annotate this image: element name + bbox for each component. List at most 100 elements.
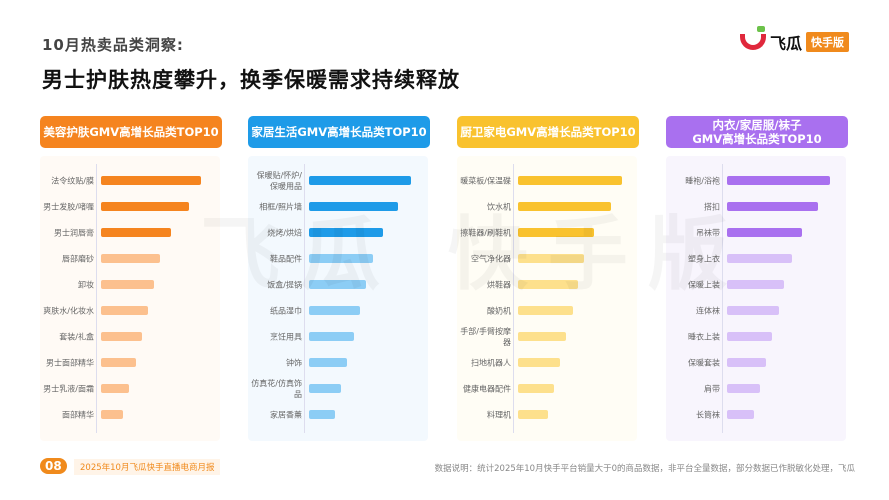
category-label: 料理机 bbox=[487, 410, 511, 420]
chart-title: 家居生活GMV高增长品类TOP10 bbox=[248, 116, 430, 148]
bar bbox=[727, 176, 830, 185]
category-label: 饭盒/提锅 bbox=[267, 280, 302, 290]
bar-row: 仿真花/仿真饰品 bbox=[248, 376, 428, 402]
category-label: 面部精华 bbox=[62, 410, 94, 420]
bar-row: 塑身上衣 bbox=[666, 246, 846, 272]
data-note: 数据说明：统计2025年10月快手平台销量大于0的商品数据，非平台全量数据，部分… bbox=[434, 464, 855, 474]
bar-row: 法令纹贴/膜 bbox=[40, 168, 220, 194]
bar-row: 鞋品配件 bbox=[248, 246, 428, 272]
chart-panel: 厨卫家电GMV高增长品类TOP10 暖菜板/保温碟 饮水机擦鞋器/刷鞋机空气净化器烘… bbox=[457, 116, 639, 441]
bar-row: 男士发胶/啫喱 bbox=[40, 194, 220, 220]
chart-card: 睡袍/浴袍 搭扣 吊袜带 塑身上衣 保暖上装 连体袜 睡衣上装 保暖套装 肩带 长筒袜 bbox=[666, 156, 846, 441]
bar bbox=[518, 254, 584, 263]
category-label: 搭扣 bbox=[704, 202, 720, 212]
bar bbox=[101, 410, 123, 419]
category-label: 男士润唇膏 bbox=[54, 228, 94, 238]
chart-card: 保暖贴/怀炉/保暖用品 相框/照片墙 烧烤/烘焙 鞋品配件 饭盒/提锅 纸品湿巾 烹饪用具钟… bbox=[248, 156, 428, 441]
axis-line bbox=[513, 164, 514, 433]
bar bbox=[518, 228, 594, 237]
category-label: 扫地机器人 bbox=[471, 358, 511, 368]
logo: 飞瓜 快手版 bbox=[740, 26, 850, 54]
bar bbox=[518, 176, 622, 185]
category-label: 空气净化器 bbox=[471, 254, 511, 264]
bar-row: 空气净化器 bbox=[457, 246, 637, 272]
bar-row: 爽肤水/化妆水 bbox=[40, 298, 220, 324]
chart-panel: 家居生活GMV高增长品类TOP10 保暖贴/怀炉/保暖用品 相框/照片墙 烧烤/烘焙鞋… bbox=[248, 116, 430, 441]
bar-row: 家居香薰 bbox=[248, 402, 428, 428]
bar bbox=[518, 280, 578, 289]
bar bbox=[309, 410, 335, 419]
category-label: 酸奶机 bbox=[487, 306, 511, 316]
category-label: 肩带 bbox=[704, 384, 720, 394]
bar-row: 手部/手臂按摩器 bbox=[457, 324, 637, 350]
bar bbox=[518, 202, 611, 211]
bar bbox=[309, 306, 360, 315]
bar bbox=[727, 306, 779, 315]
category-label: 睡衣上装 bbox=[688, 332, 720, 342]
bar-row: 饭盒/提锅 bbox=[248, 272, 428, 298]
bar-row: 男士乳液/面霜 bbox=[40, 376, 220, 402]
bar bbox=[727, 202, 818, 211]
category-label: 吊袜带 bbox=[696, 228, 720, 238]
bar bbox=[309, 176, 411, 185]
bar bbox=[727, 384, 760, 393]
category-label: 纸品湿巾 bbox=[270, 306, 302, 316]
category-label: 家居香薰 bbox=[270, 410, 302, 420]
bar-row: 饮水机 bbox=[457, 194, 637, 220]
bar-row: 烘鞋器 bbox=[457, 272, 637, 298]
bar-row: 烹饪用具 bbox=[248, 324, 428, 350]
bar-row: 保暖套装 bbox=[666, 350, 846, 376]
bar-row: 料理机 bbox=[457, 402, 637, 428]
category-label: 钟饰 bbox=[286, 358, 302, 368]
bar bbox=[309, 202, 398, 211]
bar-row: 搭扣 bbox=[666, 194, 846, 220]
bar bbox=[101, 254, 160, 263]
bar bbox=[101, 358, 136, 367]
category-label: 长筒袜 bbox=[696, 410, 720, 420]
bar-row: 相框/照片墙 bbox=[248, 194, 428, 220]
bar bbox=[309, 358, 347, 367]
category-label: 烹饪用具 bbox=[270, 332, 302, 342]
bar bbox=[518, 410, 548, 419]
category-label: 套装/礼盒 bbox=[59, 332, 94, 342]
page-subtitle: 10月热卖品类洞察: bbox=[42, 36, 184, 54]
chart-panel: 内衣/家居服/袜子 GMV高增长品类TOP10 睡袍/浴袍 搭扣 吊袜带 塑身上衣 保暖上… bbox=[666, 116, 848, 441]
chart-card: 法令纹贴/膜 男士发胶/啫喱 男士润唇膏 唇部磨砂 卸妆 爽肤水/化妆水 套装/礼盒 男士面部… bbox=[40, 156, 220, 441]
bar bbox=[101, 384, 129, 393]
category-label: 健康电器配件 bbox=[463, 384, 511, 394]
axis-line bbox=[304, 164, 305, 433]
bar bbox=[727, 410, 754, 419]
bar bbox=[101, 332, 142, 341]
bar bbox=[727, 280, 784, 289]
axis-line bbox=[722, 164, 723, 433]
bar bbox=[727, 228, 802, 237]
bar bbox=[309, 280, 366, 289]
chart-panel: 美容护肤GMV高增长品类TOP10 法令纹贴/膜 男士发胶/啫喱 男士润唇膏 唇部磨砂卸… bbox=[40, 116, 222, 441]
bar bbox=[518, 358, 560, 367]
bar-row: 暖菜板/保温碟 bbox=[457, 168, 637, 194]
bar bbox=[101, 306, 148, 315]
bar-row: 吊袜带 bbox=[666, 220, 846, 246]
category-label: 男士乳液/面霜 bbox=[43, 384, 94, 394]
logo-icon bbox=[740, 26, 766, 50]
category-label: 仿真花/仿真饰品 bbox=[251, 379, 302, 399]
bar-row: 男士面部精华 bbox=[40, 350, 220, 376]
bar-row: 男士润唇膏 bbox=[40, 220, 220, 246]
bar bbox=[518, 384, 554, 393]
bar bbox=[101, 228, 171, 237]
bar bbox=[727, 358, 766, 367]
category-label: 鞋品配件 bbox=[270, 254, 302, 264]
bar-row: 擦鞋器/刷鞋机 bbox=[457, 220, 637, 246]
category-label: 烧烤/烘焙 bbox=[267, 228, 302, 238]
category-label: 烘鞋器 bbox=[487, 280, 511, 290]
bar-row: 睡衣上装 bbox=[666, 324, 846, 350]
category-label: 男士面部精华 bbox=[46, 358, 94, 368]
chart-title: 厨卫家电GMV高增长品类TOP10 bbox=[457, 116, 639, 148]
report-name: 2025年10月飞瓜快手直播电商月报 bbox=[74, 459, 221, 475]
bar-row: 酸奶机 bbox=[457, 298, 637, 324]
bar-row: 钟饰 bbox=[248, 350, 428, 376]
category-label: 睡袍/浴袍 bbox=[685, 176, 720, 186]
category-label: 手部/手臂按摩器 bbox=[460, 327, 511, 347]
category-label: 擦鞋器/刷鞋机 bbox=[460, 228, 511, 238]
category-label: 法令纹贴/膜 bbox=[51, 176, 94, 186]
